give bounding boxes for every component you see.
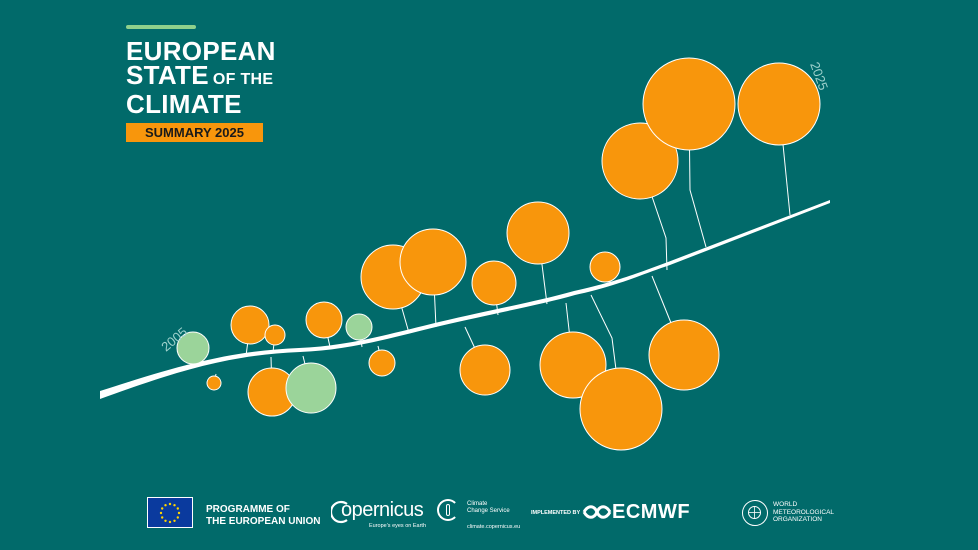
title-line-european: EUROPEAN xyxy=(126,36,276,66)
c3s-line-1: Climate xyxy=(467,501,488,507)
title-word-state: STATE xyxy=(126,60,209,90)
copernicus-tagline: Europe's eyes on Earth xyxy=(369,523,427,529)
bubble-warm xyxy=(601,122,679,200)
bubble-warm xyxy=(471,260,517,306)
bubble-warm xyxy=(642,57,736,151)
bubble-warm xyxy=(648,319,720,391)
c3s-name: Climate Change Service xyxy=(467,501,510,515)
c3s-url: climate.copernicus.eu xyxy=(467,524,521,530)
ecmwf-wordmark: ECMWF xyxy=(612,501,691,523)
c3s-line-2: Change Service xyxy=(467,508,510,514)
title-word-of-the: OF THE xyxy=(212,71,274,88)
eu-line-2: THE EUROPEAN UNION xyxy=(206,516,321,527)
bubble-cool xyxy=(176,331,210,365)
eu-stars-icon xyxy=(159,502,181,524)
eu-flag-icon xyxy=(147,497,193,528)
wmo-name: WORLD METEOROLOGICAL ORGANIZATION xyxy=(773,501,834,524)
bubble-cool xyxy=(285,362,337,414)
partner-logos-footer: PROGRAMME OF THE EUROPEAN UNION opernicu… xyxy=(0,495,978,535)
title-line-state: STATE OF THE xyxy=(126,60,273,92)
c3s-logo: Climate Change Service climate.copernicu… xyxy=(437,497,527,531)
bubble-warm xyxy=(506,201,570,265)
bubble-cool xyxy=(345,313,373,341)
copernicus-wordmark: opernicus xyxy=(341,499,424,521)
report-title-block: EUROPEAN STATE OF THE CLIMATE SUMMARY 202… xyxy=(126,25,276,142)
thermometer-icon xyxy=(446,504,450,516)
wmo-line-3: ORGANIZATION xyxy=(773,516,822,523)
bubble-warm xyxy=(206,375,222,391)
wmo-emblem-icon xyxy=(742,500,768,526)
bubble-group xyxy=(176,57,821,451)
wmo-line-2: METEOROLOGICAL xyxy=(773,508,835,516)
bubble-warm xyxy=(230,305,270,345)
timeline-line xyxy=(100,200,830,399)
bubble-warm xyxy=(368,349,396,377)
ecmwf-swirl-icon xyxy=(582,505,612,519)
bubble-warm xyxy=(589,251,621,283)
bubble-warm xyxy=(399,228,467,296)
bubble-warm xyxy=(305,301,343,339)
bubble-warm xyxy=(579,367,663,451)
c3s-ring-icon xyxy=(437,499,459,521)
globe-icon xyxy=(748,506,761,519)
bubble-warm xyxy=(539,331,607,399)
summary-badge: SUMMARY 2025 xyxy=(126,123,263,142)
eu-line-1: PROGRAMME OF xyxy=(206,504,290,515)
bubble-warm xyxy=(264,324,286,346)
bubble-warm xyxy=(737,62,821,146)
title-line-climate: CLIMATE xyxy=(126,89,242,119)
eu-programme-text: PROGRAMME OF THE EUROPEAN UNION xyxy=(206,504,320,528)
title-accent-bar xyxy=(126,25,196,29)
copernicus-c-icon xyxy=(331,500,348,524)
bubble-warm xyxy=(459,344,511,396)
implemented-by-label: IMPLEMENTED BY xyxy=(531,510,581,516)
copernicus-logo: opernicus Europe's eyes on Earth xyxy=(331,497,433,531)
wmo-line-1: WORLD xyxy=(773,501,798,508)
